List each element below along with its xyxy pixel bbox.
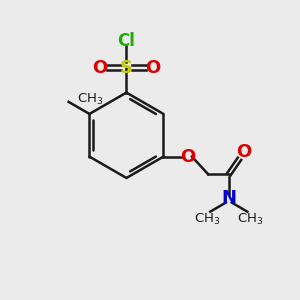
Text: CH$_3$: CH$_3$: [194, 212, 220, 226]
Text: N: N: [221, 189, 236, 207]
Text: S: S: [120, 58, 133, 76]
Text: O: O: [93, 58, 108, 76]
Text: O: O: [236, 143, 251, 161]
Text: Cl: Cl: [118, 32, 135, 50]
Text: CH$_3$: CH$_3$: [77, 92, 103, 107]
Text: O: O: [180, 148, 195, 166]
Text: O: O: [145, 58, 160, 76]
Text: CH$_3$: CH$_3$: [237, 212, 263, 226]
